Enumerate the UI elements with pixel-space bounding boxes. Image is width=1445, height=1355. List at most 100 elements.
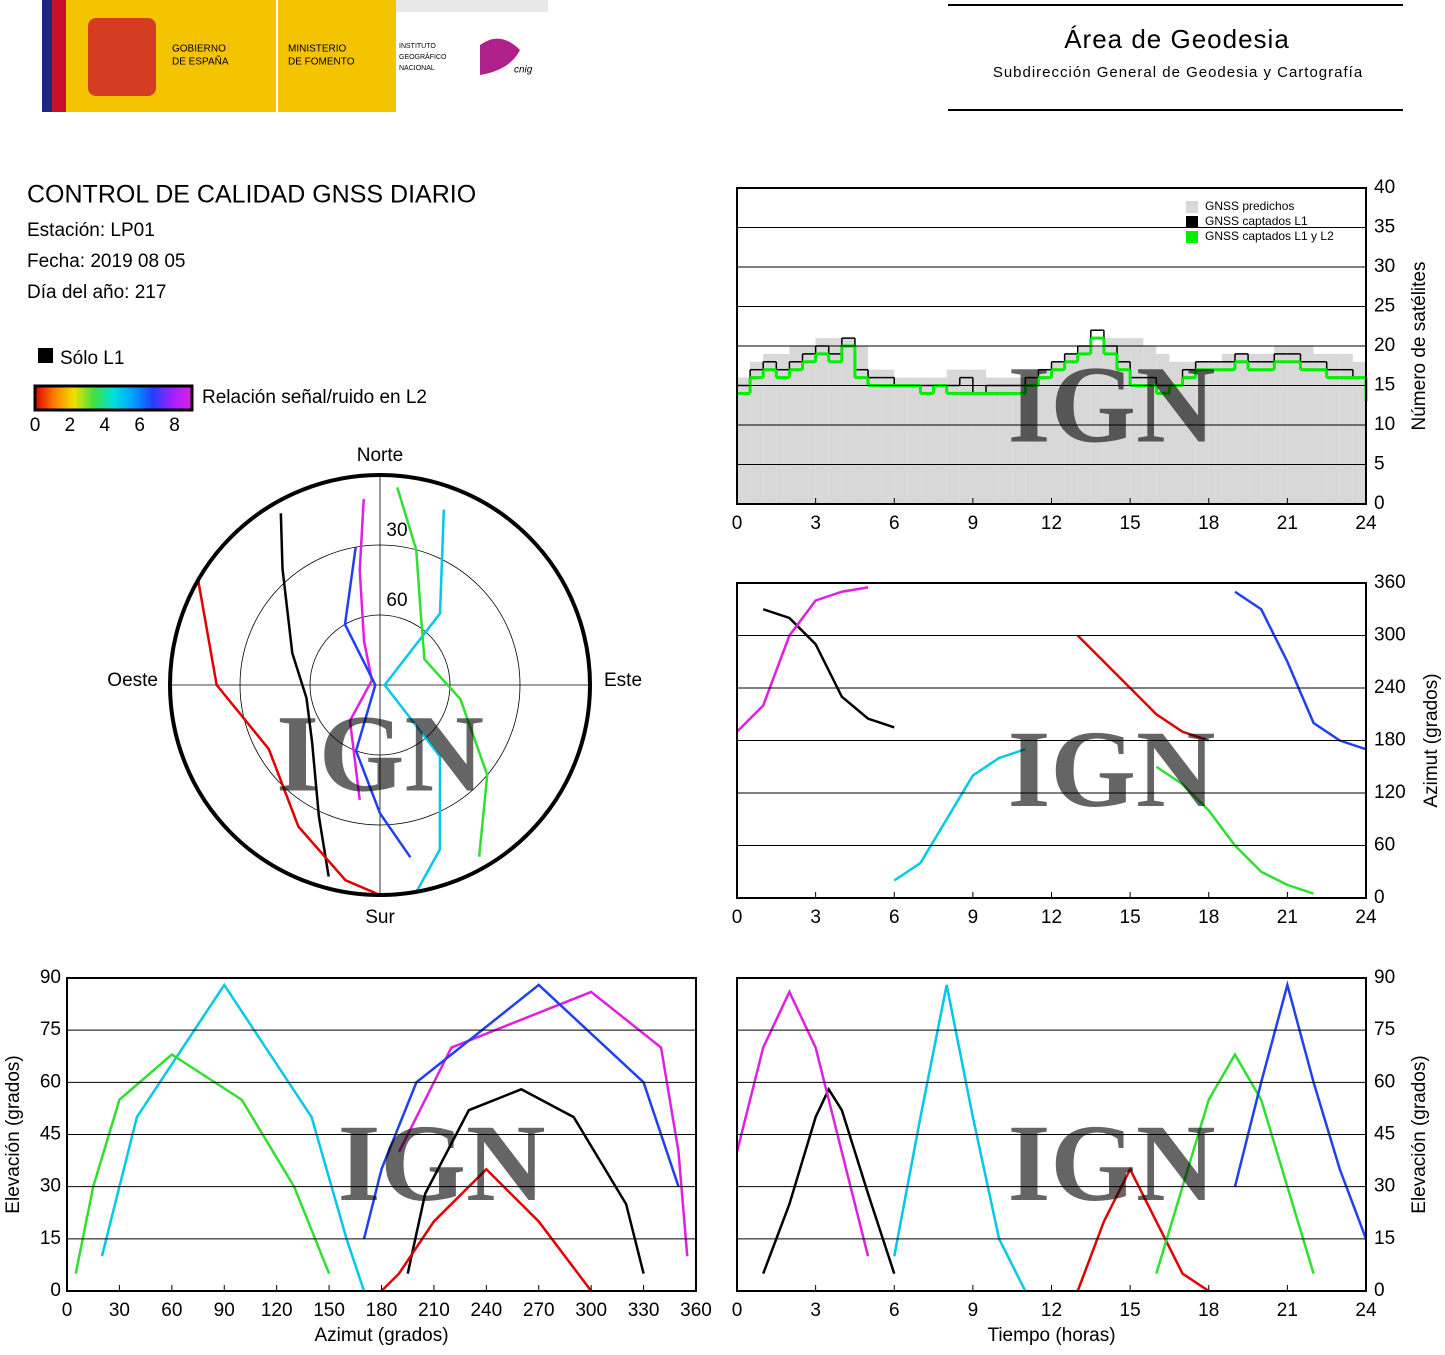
cardinal-label: Oeste	[107, 670, 158, 691]
predicted-bar	[1156, 353, 1170, 504]
x-axis-label: Azimut (grados)	[314, 1325, 448, 1346]
x-tick-label: 180	[366, 1300, 398, 1321]
y-axis-label: Elevación (grados)	[1409, 1055, 1430, 1213]
x-tick-label: 0	[732, 907, 743, 928]
predicted-bar	[894, 377, 908, 504]
x-tick-label: 3	[810, 907, 821, 928]
x-tick-label: 15	[1120, 1300, 1141, 1321]
y-tick-label: 45	[1374, 1124, 1395, 1145]
logo-text: INSTITUTO	[399, 43, 436, 50]
predicted-bar	[920, 377, 934, 504]
y-tick-label: 120	[1374, 782, 1406, 803]
satellite-track	[1233, 980, 1368, 1240]
y-tick-label: 5	[1374, 454, 1385, 475]
y-axis-label: Azimut (grados)	[1421, 673, 1442, 807]
satellite-track	[1076, 634, 1210, 742]
colorbar-tick-label: 8	[169, 415, 180, 436]
logo-text: cnig	[514, 65, 533, 76]
y-tick-label: 90	[40, 967, 61, 988]
plot-content	[736, 586, 1367, 895]
x-tick-label: 210	[418, 1300, 450, 1321]
legend-swatch	[1186, 201, 1198, 213]
y-tick-label: 25	[1374, 296, 1395, 317]
x-tick-label: 90	[214, 1300, 235, 1321]
ring-label: 30	[386, 520, 407, 541]
x-tick-label: 24	[1355, 1300, 1377, 1321]
predicted-bar	[1248, 353, 1262, 504]
satellite-track	[762, 608, 895, 729]
legend-label: GNSS captados L1	[1205, 214, 1308, 228]
y-tick-label: 30	[1374, 256, 1395, 277]
x-tick-label: 240	[470, 1300, 502, 1321]
y-tick-label: 0	[1374, 887, 1385, 908]
y-tick-label: 10	[1374, 414, 1395, 435]
predicted-bar	[1339, 353, 1353, 504]
watermark: IGN	[1008, 708, 1216, 830]
logo-text: GOBIERNO	[172, 44, 226, 55]
horizon	[168, 473, 592, 897]
colorbar-tick-label: 4	[99, 415, 110, 436]
predicted-bar	[841, 338, 855, 504]
predicted-bar	[985, 377, 1000, 504]
predicted-bar	[946, 369, 960, 504]
satellite-track	[279, 513, 330, 877]
y-tick-label: 45	[40, 1124, 61, 1145]
y-tick-label: 40	[1374, 177, 1395, 198]
predicted-bar	[881, 369, 895, 504]
logo-block: GOBIERNO DE ESPAÑA MINISTERIO DE FOMENTO…	[42, 0, 548, 112]
y-tick-label: 20	[1374, 335, 1395, 356]
logo-text: MINISTERIO	[288, 44, 347, 55]
x-tick-label: 6	[889, 513, 900, 534]
x-tick-label: 24	[1355, 907, 1377, 928]
legend-swatch	[1186, 231, 1198, 243]
predicted-bar	[933, 377, 947, 504]
plot-content	[196, 487, 489, 897]
predicted-bar	[750, 361, 764, 504]
satellite-track	[1076, 1166, 1210, 1293]
y-tick-label: 0	[50, 1280, 61, 1301]
plot-content	[74, 982, 689, 1292]
predicted-bar	[815, 338, 829, 504]
y-tick-label: 300	[1374, 625, 1406, 646]
predicted-bar	[972, 369, 986, 504]
report-doy: Día del año: 217	[27, 282, 166, 303]
predicted-bar	[1326, 353, 1340, 504]
x-tick-label: 12	[1041, 907, 1062, 928]
predicted-bar	[737, 377, 751, 504]
x-tick-label: 18	[1198, 1300, 1219, 1321]
plot-frame	[736, 977, 1367, 1292]
satellite-track	[1234, 590, 1367, 751]
ring-label: 60	[386, 590, 407, 611]
y-tick-label: 0	[1374, 493, 1385, 514]
x-tick-label: 360	[680, 1300, 712, 1321]
predicted-bar	[1234, 353, 1249, 504]
satellite-track	[735, 988, 870, 1257]
cardinal-label: Sur	[365, 907, 395, 928]
predicted-bar	[907, 377, 921, 504]
predicted-bar	[1012, 377, 1026, 504]
predicted-bar	[763, 353, 777, 504]
cardinal-label: Este	[604, 670, 642, 691]
header-subtitle: Subdirección General de Geodesia y Carto…	[993, 64, 1363, 81]
y-tick-label: 60	[40, 1071, 61, 1092]
predicted-bar	[959, 369, 973, 504]
y-tick-label: 15	[40, 1228, 61, 1249]
predicted-bar	[1130, 338, 1144, 504]
y-tick-label: 60	[1374, 835, 1395, 856]
x-tick-label: 24	[1355, 513, 1377, 534]
satellite-track	[100, 982, 366, 1292]
predicted-bar	[1051, 361, 1065, 504]
y-axis-label: Número de satélites	[1409, 262, 1430, 431]
y-tick-label: 15	[1374, 1228, 1395, 1249]
satellite-track	[343, 546, 412, 859]
x-tick-label: 270	[523, 1300, 555, 1321]
watermark: IGN	[338, 1102, 546, 1224]
plot-frame	[736, 582, 1367, 899]
legend-swatch	[38, 348, 53, 363]
satellite-track	[196, 579, 381, 897]
predicted-bar	[1352, 361, 1366, 504]
y-tick-label: 35	[1374, 217, 1395, 238]
y-tick-label: 30	[40, 1176, 61, 1197]
predicted-bar	[1195, 361, 1209, 504]
predicted-bar	[1025, 377, 1039, 504]
